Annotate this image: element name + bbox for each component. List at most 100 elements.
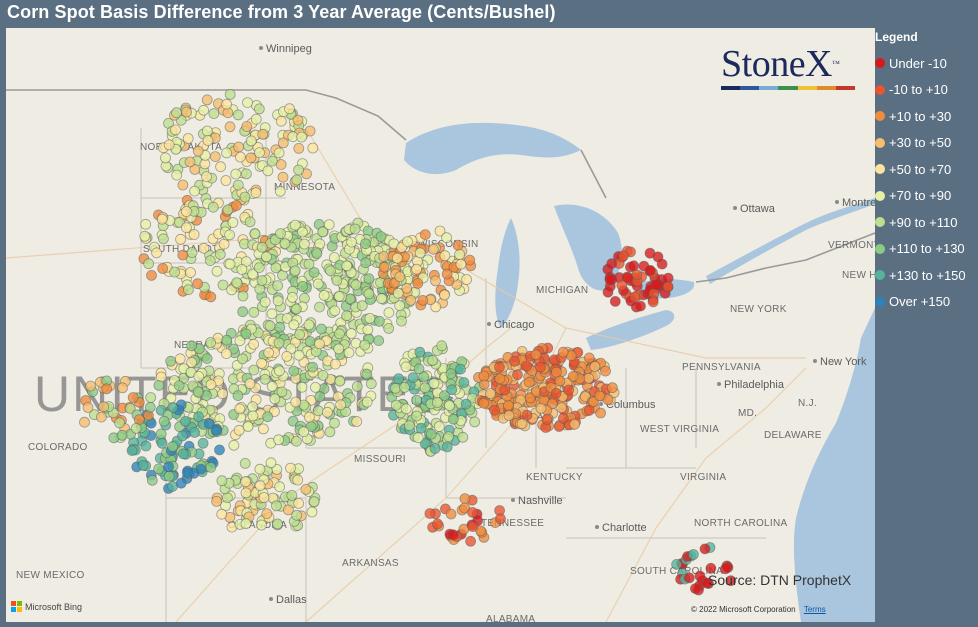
basis-point-marker — [293, 164, 305, 176]
map-view[interactable]: UNITED STATES NORTH DAKOTASOUTH DAKOTAMI… — [6, 28, 875, 622]
basis-point-marker — [177, 249, 189, 261]
basis-point-marker — [445, 508, 457, 520]
legend-swatch — [875, 58, 885, 69]
basis-point-marker — [628, 260, 640, 272]
basis-point-marker — [234, 403, 246, 415]
basis-point-marker — [264, 320, 276, 332]
basis-point-marker — [82, 402, 94, 413]
logo-bar-segment — [797, 86, 817, 90]
basis-point-marker — [441, 441, 453, 453]
basis-point-marker — [563, 384, 575, 396]
legend-label: +10 to +30 — [889, 108, 952, 124]
basis-point-marker — [434, 225, 446, 237]
basis-point-marker — [521, 360, 532, 372]
city-label: New York — [820, 356, 867, 368]
basis-point-marker — [725, 575, 737, 587]
basis-point-marker — [214, 248, 226, 260]
basis-point-marker — [180, 415, 191, 427]
basis-point-marker — [351, 416, 363, 427]
legend-item: +70 to +90 — [875, 183, 978, 210]
basis-point-marker — [254, 480, 266, 492]
basis-point-marker — [292, 474, 304, 486]
basis-point-marker — [503, 410, 515, 421]
basis-point-marker — [461, 274, 473, 285]
basis-point-marker — [569, 418, 581, 430]
basis-point-marker — [173, 380, 185, 392]
state-label: SOUTH DAKOTA — [143, 244, 225, 255]
state-label: NORTH CAROLINA — [694, 518, 788, 529]
basis-point-marker — [284, 103, 295, 115]
legend: Legend Under -10 -10 to +10 +10 to +30 +30 … — [875, 30, 978, 315]
basis-point-marker — [277, 171, 289, 183]
terms-link[interactable]: Terms — [803, 605, 826, 614]
basis-point-marker — [393, 373, 405, 385]
basis-point-marker — [516, 418, 528, 430]
basis-point-marker — [556, 402, 567, 414]
legend-label: Over +150 — [889, 294, 951, 310]
basis-point-marker — [101, 383, 113, 395]
basis-point-marker — [272, 280, 284, 292]
basis-point-marker — [644, 264, 656, 276]
basis-point-marker — [230, 168, 242, 180]
basis-point-marker — [328, 252, 340, 263]
basis-point-marker — [303, 258, 315, 270]
basis-point-marker — [478, 370, 490, 382]
page-title: Corn Spot Basis Difference from 3 Year A… — [7, 2, 556, 22]
legend-swatch — [875, 243, 885, 254]
basis-point-marker — [193, 370, 205, 382]
basis-point-marker — [257, 423, 269, 435]
basis-point-marker — [720, 563, 731, 575]
city-marker-icon — [733, 206, 737, 210]
basis-point-marker — [181, 467, 193, 479]
basis-point-marker — [245, 152, 257, 164]
basis-point-marker — [192, 278, 204, 290]
basis-point-marker — [485, 388, 496, 399]
bing-label: Microsoft Bing — [25, 601, 83, 612]
basemap[interactable]: UNITED STATES NORTH DAKOTASOUTH DAKOTAMI… — [6, 28, 875, 622]
basis-point-marker — [297, 280, 309, 292]
state-label: ALABAMA — [486, 614, 535, 622]
basis-point-marker — [145, 392, 157, 403]
basis-point-marker — [333, 343, 345, 355]
logo-text: StoneX — [721, 43, 833, 85]
city-marker-icon — [835, 200, 839, 204]
basis-point-marker — [218, 238, 230, 250]
basis-point-marker — [157, 233, 169, 245]
basis-point-marker — [523, 376, 535, 388]
basis-point-marker — [217, 279, 229, 291]
basis-point-marker — [208, 108, 220, 119]
basis-point-marker — [652, 251, 664, 263]
basis-point-marker — [290, 435, 302, 447]
microsoft-logo-icon — [11, 601, 22, 612]
basis-point-marker — [400, 361, 412, 373]
basis-point-marker — [298, 238, 310, 250]
basis-point-marker — [296, 381, 308, 393]
basis-point-marker — [304, 125, 316, 137]
basis-point-marker — [281, 350, 293, 362]
basis-point-marker — [509, 355, 520, 367]
basis-point-marker — [214, 444, 225, 456]
legend-swatch — [875, 111, 885, 122]
basis-point-marker — [261, 508, 273, 520]
legend-swatch — [875, 137, 885, 148]
basis-point-marker — [307, 361, 318, 373]
basis-point-marker — [182, 133, 194, 144]
basis-point-marker — [429, 443, 441, 454]
basis-point-marker — [233, 141, 245, 153]
city-marker-icon — [269, 597, 273, 601]
basis-point-marker — [274, 185, 286, 197]
state-label: TENNESSEE — [481, 518, 544, 529]
city-marker-icon — [813, 359, 817, 363]
state-label: KENTUCKY — [526, 472, 583, 483]
city-marker-icon — [487, 322, 491, 326]
basis-point-marker — [124, 403, 136, 414]
logo-color-bar — [721, 86, 855, 90]
basis-point-marker — [170, 124, 181, 136]
basis-point-marker — [325, 265, 336, 277]
basis-point-marker — [600, 365, 611, 377]
basis-point-marker — [221, 147, 233, 159]
state-label: N.J. — [798, 398, 817, 409]
basis-point-marker — [306, 506, 318, 518]
logo-trademark: ™ — [832, 59, 840, 68]
logo-bar-segment — [759, 86, 779, 90]
